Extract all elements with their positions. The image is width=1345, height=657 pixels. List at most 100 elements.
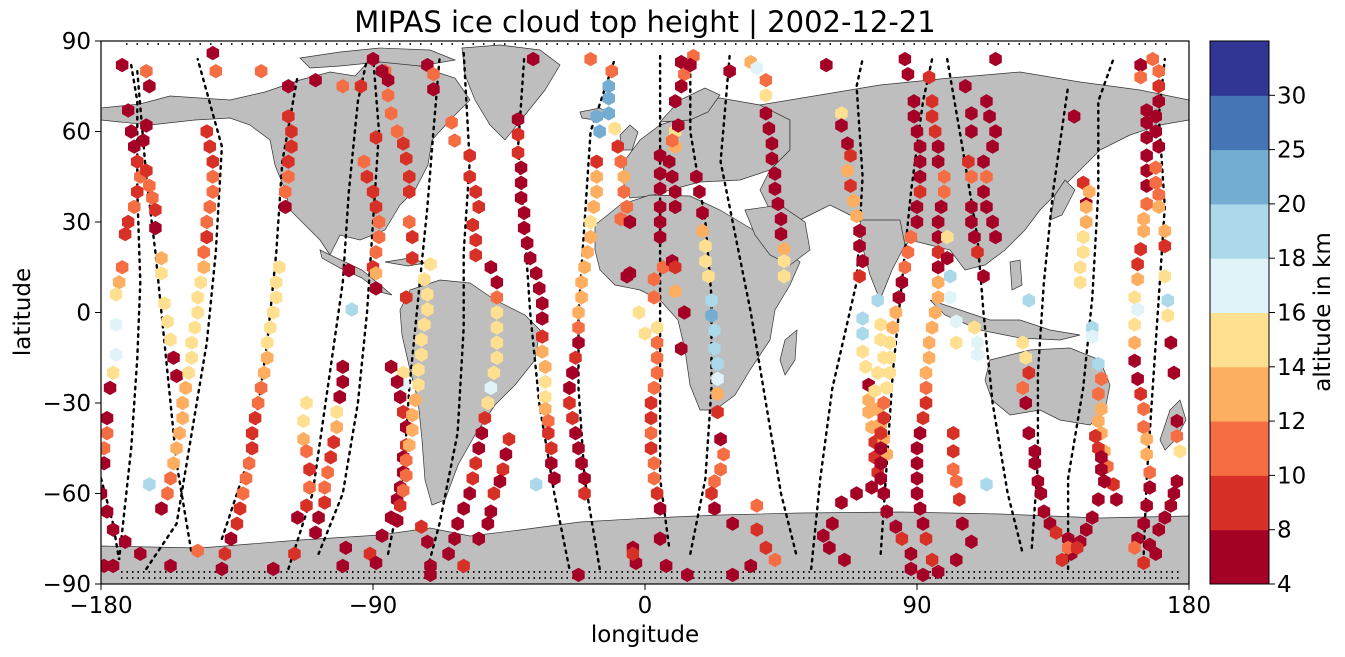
map-plot-area [100, 40, 1190, 585]
colorbar-tick-label: 14 [1277, 355, 1306, 381]
ice-cloud-marker [1170, 429, 1184, 444]
ice-cloud-marker [1137, 419, 1150, 435]
ice-cloud-marker [197, 260, 210, 275]
ice-cloud-marker [608, 121, 621, 136]
ice-cloud-marker [934, 199, 948, 215]
ice-cloud-marker [469, 232, 482, 248]
ice-cloud-marker [953, 492, 966, 507]
ice-cloud-marker [279, 199, 292, 215]
ice-cloud-marker [931, 290, 945, 305]
ice-cloud-marker [403, 438, 416, 453]
ice-cloud-marker [962, 154, 975, 169]
ice-cloud-marker [669, 260, 682, 275]
ice-cloud-marker [1134, 386, 1147, 402]
colorbar-swatch [1210, 41, 1269, 96]
ice-cloud-marker [427, 67, 440, 82]
ice-cloud-marker [723, 64, 736, 79]
ice-cloud-marker [164, 558, 177, 574]
ice-cloud-marker [191, 543, 204, 558]
colorbar-tick-label: 16 [1277, 301, 1306, 327]
ice-cloud-marker [835, 106, 848, 121]
ice-cloud-marker [224, 531, 238, 546]
ice-cloud-marker [1128, 540, 1141, 555]
ice-cloud-marker [303, 480, 316, 495]
ice-cloud-marker [264, 320, 277, 335]
ice-cloud-marker [282, 169, 295, 184]
ice-cloud-marker [907, 94, 921, 109]
ice-cloud-marker [1086, 510, 1099, 525]
ice-cloud-marker [312, 510, 325, 525]
ice-cloud-marker [336, 374, 349, 390]
ice-cloud-marker [856, 254, 869, 269]
ice-cloud-marker [164, 471, 177, 486]
ice-cloud-marker [463, 486, 476, 501]
ice-cloud-marker [853, 238, 866, 254]
ice-cloud-marker [841, 136, 854, 151]
ice-cloud-marker [910, 441, 924, 456]
ice-cloud-marker [206, 45, 220, 61]
ice-cloud-marker [1158, 223, 1172, 239]
ice-cloud-marker [684, 57, 697, 73]
ice-cloud-marker [910, 471, 924, 486]
ice-cloud-marker [916, 567, 930, 583]
ice-cloud-marker [826, 516, 839, 531]
ice-cloud-marker [726, 567, 739, 583]
ice-cloud-marker [650, 486, 664, 501]
ice-cloud-marker [218, 546, 232, 561]
ice-cloud-marker [847, 193, 860, 209]
ice-cloud-marker [282, 154, 295, 169]
ice-cloud-marker [931, 214, 945, 230]
ice-cloud-marker [572, 441, 585, 456]
ice-cloud-marker [611, 139, 624, 154]
ice-cloud-marker [856, 344, 869, 359]
ice-cloud-marker [502, 432, 516, 447]
ice-cloud-marker [977, 184, 990, 199]
ice-cloud-marker [403, 169, 416, 184]
ice-cloud-marker [254, 64, 268, 79]
ice-cloud-marker [708, 341, 721, 356]
ice-cloud-marker [372, 229, 386, 245]
ice-cloud-marker [1161, 308, 1175, 323]
ice-cloud-marker [369, 130, 383, 145]
ice-cloud-marker [1061, 531, 1075, 546]
ice-cloud-marker [206, 169, 220, 184]
ice-cloud-marker [977, 154, 990, 169]
ice-cloud-marker [910, 486, 924, 501]
ice-cloud-marker [200, 229, 213, 245]
ice-cloud-marker [536, 311, 549, 326]
ice-cloud-marker [653, 501, 667, 516]
ice-cloud-marker [185, 350, 198, 365]
ice-cloud-marker [206, 154, 220, 169]
ice-cloud-marker [484, 504, 498, 519]
ice-cloud-marker [375, 528, 389, 543]
ice-cloud-marker [101, 486, 108, 501]
ice-cloud-marker [771, 196, 785, 212]
ice-cloud-marker [578, 260, 591, 275]
ice-cloud-marker [823, 540, 836, 555]
ice-cloud-marker [901, 245, 915, 260]
ice-cloud-marker [711, 356, 724, 371]
ice-cloud-marker [548, 471, 561, 486]
ice-cloud-marker [1146, 51, 1159, 67]
ice-cloud-marker [950, 314, 963, 329]
colorbar-swatch [1210, 312, 1269, 368]
ice-cloud-marker [520, 235, 534, 251]
ice-cloud-marker [469, 184, 482, 199]
ice-cloud-marker [777, 254, 791, 269]
ice-cloud-marker [968, 229, 981, 245]
ice-cloud-marker [176, 410, 189, 426]
ice-cloud-marker [765, 136, 779, 151]
ice-cloud-marker [672, 118, 685, 133]
ice-cloud-marker [817, 528, 830, 543]
ice-cloud-marker [569, 426, 582, 441]
ice-cloud-marker [1086, 320, 1099, 335]
ice-cloud-marker [1128, 335, 1141, 350]
ice-cloud-marker [750, 498, 764, 513]
ice-cloud-marker [1089, 429, 1102, 444]
ice-cloud-marker [1095, 450, 1108, 465]
ice-cloud-marker [1161, 293, 1175, 308]
ice-cloud-marker [309, 73, 322, 88]
ice-cloud-marker [916, 410, 930, 426]
ice-cloud-marker [1128, 353, 1141, 368]
